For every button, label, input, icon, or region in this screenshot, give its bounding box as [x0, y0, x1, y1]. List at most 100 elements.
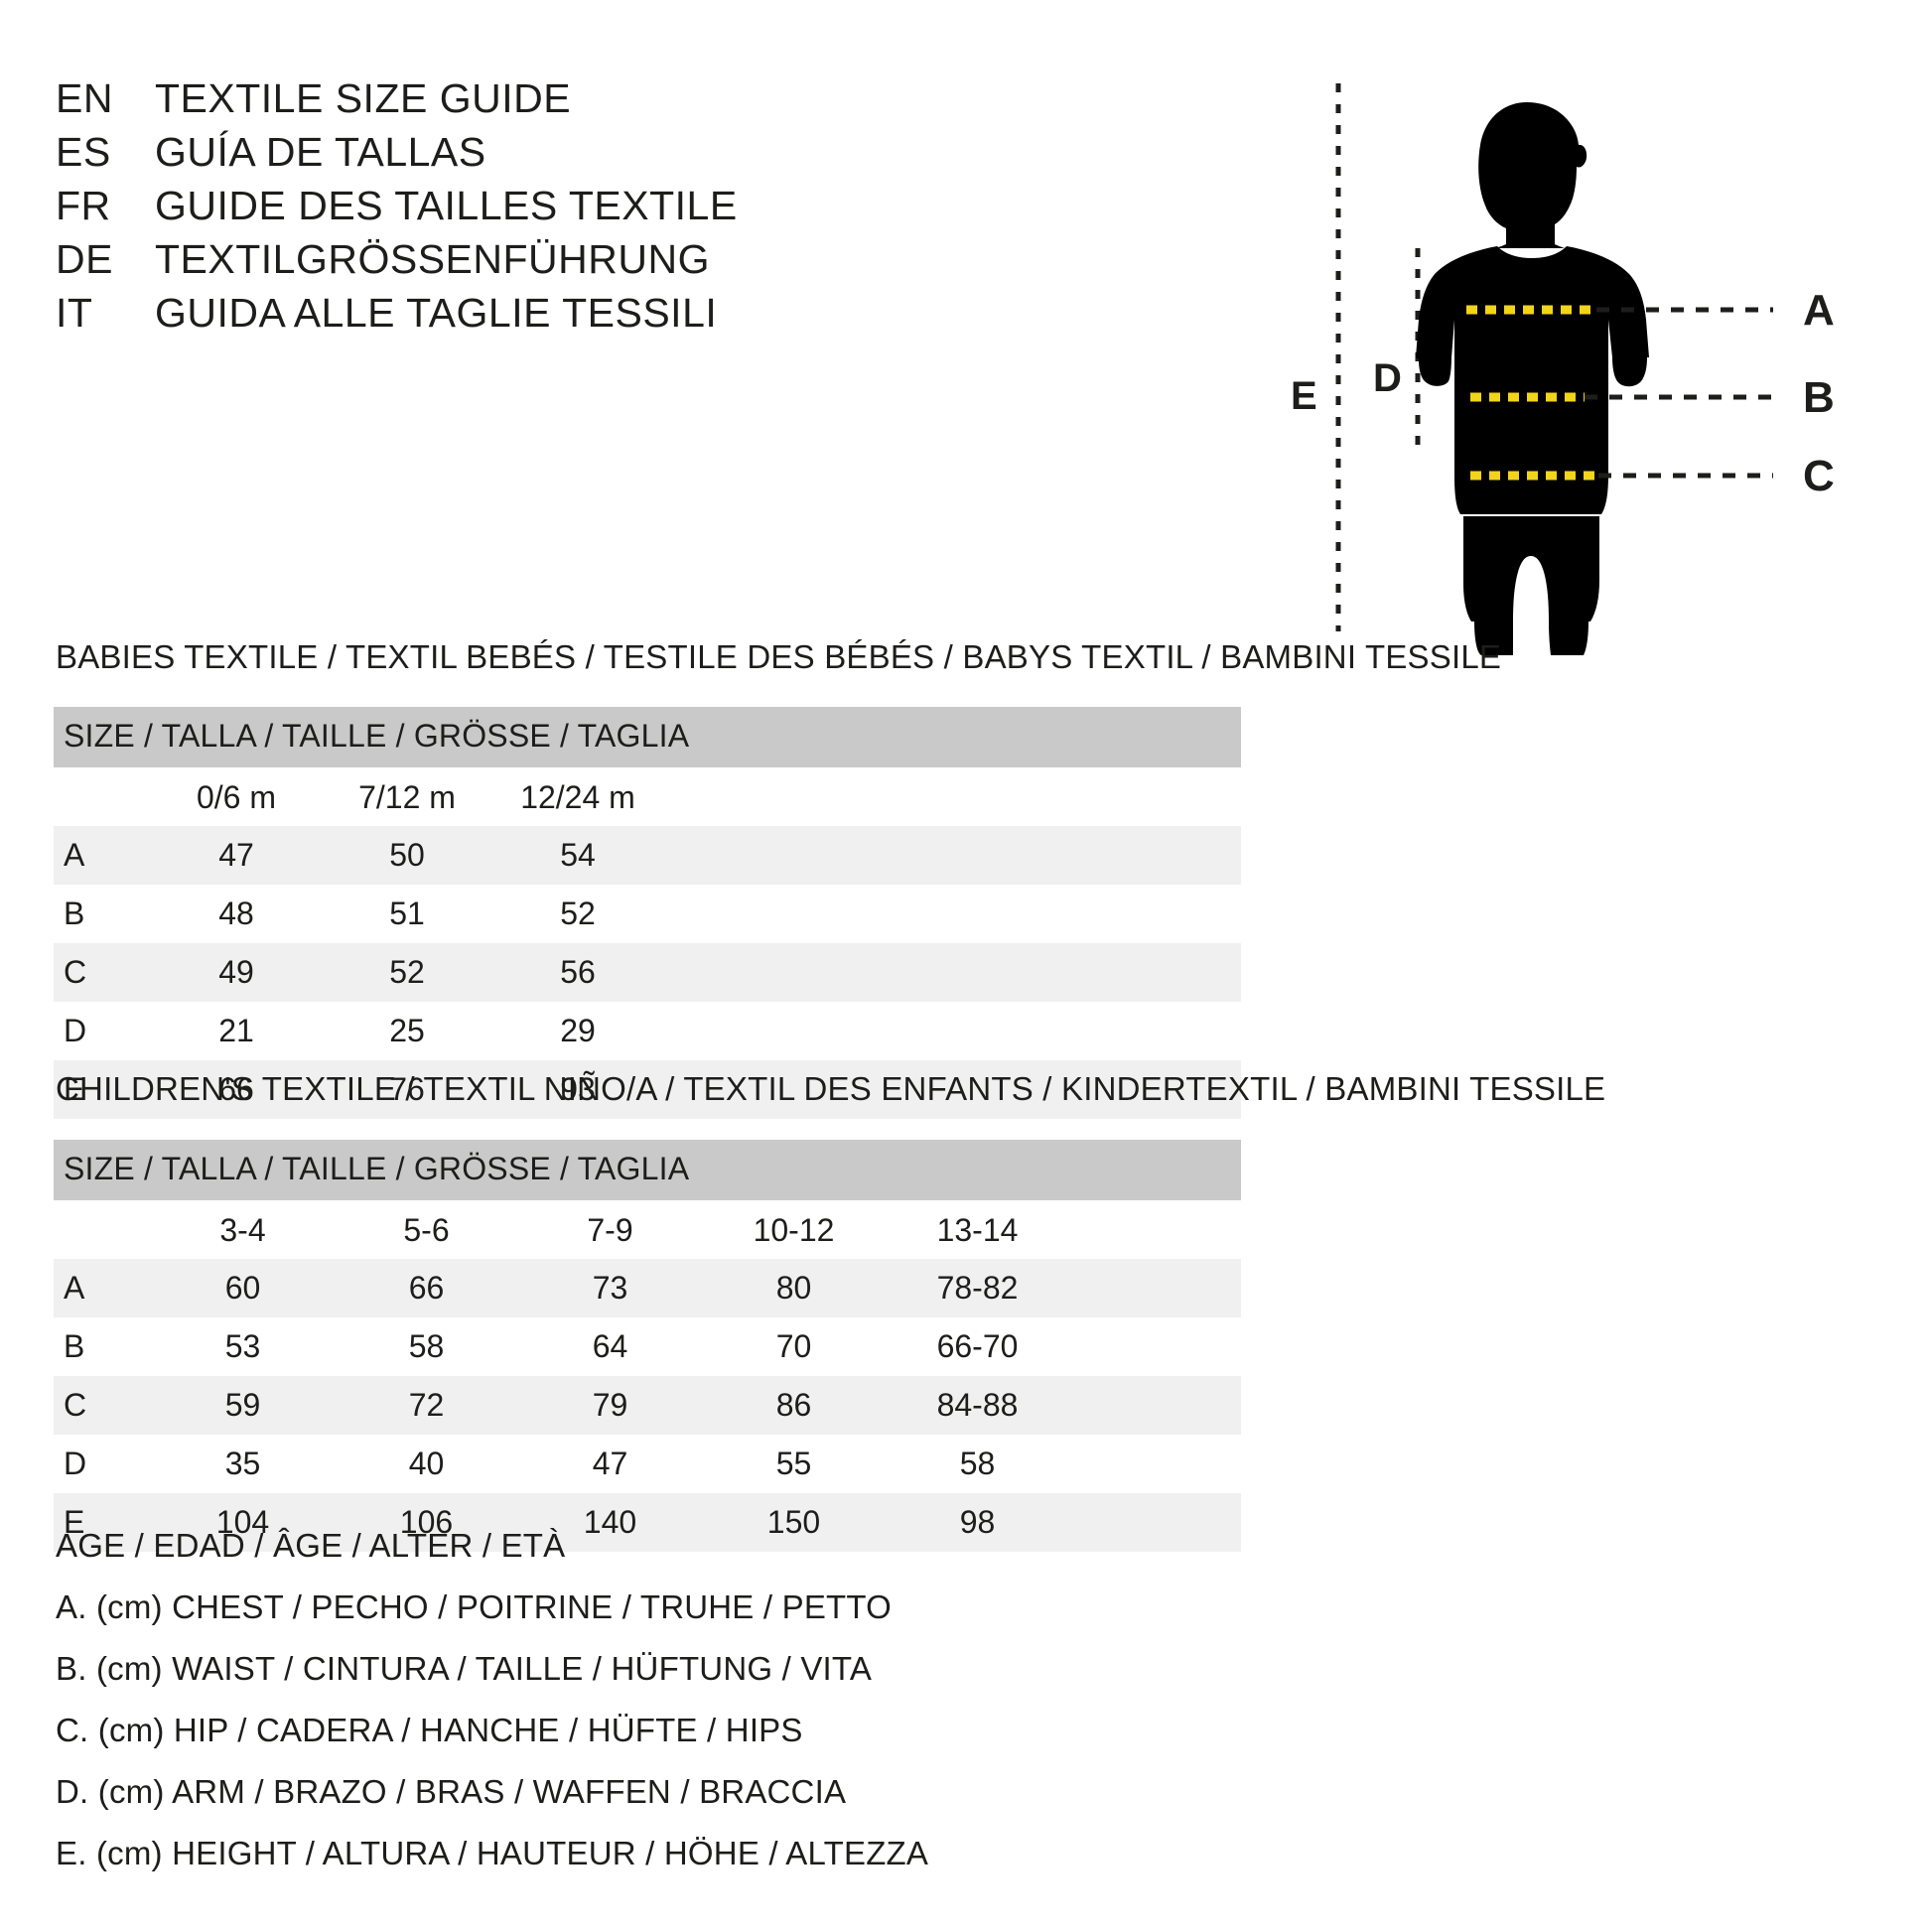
babies-cell-a-filler [663, 826, 1241, 885]
babies-size-table: SIZE / TALLA / TAILLE / GRÖSSE / TAGLIA … [54, 707, 1241, 1119]
babies-col-header-1: 7/12 m [322, 767, 492, 826]
babies-cell-c-filler [663, 943, 1241, 1002]
children-row-label-a: A [54, 1259, 151, 1317]
children-col-header-filler [1069, 1200, 1241, 1259]
children-cell-b-1: 58 [335, 1317, 518, 1376]
children-col-header-3: 10-12 [702, 1200, 886, 1259]
children-cell-b-3: 70 [702, 1317, 886, 1376]
language-code-fr: FR [56, 183, 111, 228]
babies-col-header-0: 0/6 m [151, 767, 322, 826]
children-cell-e-filler [1069, 1493, 1241, 1552]
language-row-it: IT GUIDA ALLE TAGLIE TESSILI [56, 290, 1029, 344]
babies-cell-a-2: 54 [492, 826, 663, 885]
children-col-header-4: 13-14 [886, 1200, 1069, 1259]
table-row: D 35 40 47 55 58 [54, 1435, 1241, 1493]
children-cell-c-2: 79 [518, 1376, 702, 1435]
babies-row-label-e: E [54, 1060, 151, 1119]
children-row-label-e: E [54, 1493, 151, 1552]
language-row-en: EN TEXTILE SIZE GUIDE [56, 75, 1029, 129]
table-row: E 66 76 93 [54, 1060, 1241, 1119]
language-row-es: ES GUÍA DE TALLAS [56, 129, 1029, 183]
babies-section-title: BABIES TEXTILE / TEXTIL BEBÉS / TESTILE … [56, 638, 1502, 675]
children-cell-a-filler [1069, 1259, 1241, 1317]
language-row-fr: FR GUIDE DES TAILLES TEXTILE [56, 183, 1029, 236]
babies-cell-c-0: 49 [151, 943, 322, 1002]
legend-row-arm: D. (cm) ARM / BRAZO / BRAS / WAFFEN / BR… [56, 1773, 847, 1810]
children-cell-b-4: 66-70 [886, 1317, 1069, 1376]
language-title-block: EN TEXTILE SIZE GUIDE ES GUÍA DE TALLAS … [56, 75, 1029, 344]
children-column-header-row: 3-4 5-6 7-9 10-12 13-14 [54, 1200, 1241, 1259]
table-row: A 47 50 54 [54, 826, 1241, 885]
language-title-it: GUIDA ALLE TAGLIE TESSILI [155, 290, 718, 336]
children-cell-e-0: 104 [151, 1493, 335, 1552]
table-row: D 21 25 29 [54, 1002, 1241, 1060]
legend-row-hip: C. (cm) HIP / CADERA / HANCHE / HÜFTE / … [56, 1712, 803, 1748]
language-row-de: DE TEXTILGRÖSSENFÜHRUNG [56, 236, 1029, 290]
children-row-label-d: D [54, 1435, 151, 1493]
figure-label-c: C [1803, 452, 1835, 500]
legend-row-waist: B. (cm) WAIST / CINTURA / TAILLE / HÜFTU… [56, 1650, 873, 1687]
babies-cell-a-1: 50 [322, 826, 492, 885]
figure-label-b: B [1803, 373, 1835, 422]
children-corner-cell [54, 1200, 151, 1259]
figure-label-a: A [1803, 286, 1835, 335]
babies-col-header-filler [663, 767, 1241, 826]
babies-corner-cell [54, 767, 151, 826]
children-col-header-1: 5-6 [335, 1200, 518, 1259]
babies-cell-d-2: 29 [492, 1002, 663, 1060]
babies-cell-d-1: 25 [322, 1002, 492, 1060]
children-section-title: CHILDREN'S TEXTILE / TEXTIL NIÑO/A / TEX… [56, 1070, 1606, 1107]
children-cell-c-filler [1069, 1376, 1241, 1435]
babies-table-bar-row: SIZE / TALLA / TAILLE / GRÖSSE / TAGLIA [54, 707, 1241, 767]
children-table-bar-row: SIZE / TALLA / TAILLE / GRÖSSE / TAGLIA [54, 1140, 1241, 1200]
children-cell-e-4: 98 [886, 1493, 1069, 1552]
children-cell-d-0: 35 [151, 1435, 335, 1493]
babies-cell-b-filler [663, 885, 1241, 943]
babies-cell-d-filler [663, 1002, 1241, 1060]
children-cell-a-4: 78-82 [886, 1259, 1069, 1317]
children-row-label-c: C [54, 1376, 151, 1435]
figure-label-e: E [1291, 374, 1317, 418]
children-cell-e-3: 150 [702, 1493, 886, 1552]
children-size-bar-label: SIZE / TALLA / TAILLE / GRÖSSE / TAGLIA [54, 1140, 1241, 1200]
babies-cell-e-1: 76 [322, 1060, 492, 1119]
legend-row-height: E. (cm) HEIGHT / ALTURA / HAUTEUR / HÖHE… [56, 1835, 929, 1871]
measurement-legend: AGE / EDAD / ÂGE / ALTER / ETÀ A. (cm) C… [56, 1529, 1148, 1898]
children-size-table: SIZE / TALLA / TAILLE / GRÖSSE / TAGLIA … [54, 1140, 1241, 1552]
babies-row-label-b: B [54, 885, 151, 943]
children-col-header-0: 3-4 [151, 1200, 335, 1259]
children-cell-a-1: 66 [335, 1259, 518, 1317]
table-row: E 104 106 140 150 98 [54, 1493, 1241, 1552]
language-code-en: EN [56, 75, 113, 121]
babies-row-label-c: C [54, 943, 151, 1002]
babies-column-header-row: 0/6 m 7/12 m 12/24 m [54, 767, 1241, 826]
babies-cell-c-2: 56 [492, 943, 663, 1002]
language-title-es: GUÍA DE TALLAS [155, 129, 486, 175]
babies-row-label-a: A [54, 826, 151, 885]
children-cell-c-0: 59 [151, 1376, 335, 1435]
table-row: B 48 51 52 [54, 885, 1241, 943]
children-cell-d-1: 40 [335, 1435, 518, 1493]
babies-cell-b-0: 48 [151, 885, 322, 943]
legend-row-chest: A. (cm) CHEST / PECHO / POITRINE / TRUHE… [56, 1588, 893, 1625]
babies-cell-c-1: 52 [322, 943, 492, 1002]
table-row: B 53 58 64 70 66-70 [54, 1317, 1241, 1376]
children-cell-c-3: 86 [702, 1376, 886, 1435]
children-cell-c-1: 72 [335, 1376, 518, 1435]
children-cell-d-4: 58 [886, 1435, 1069, 1493]
children-cell-b-filler [1069, 1317, 1241, 1376]
babies-cell-b-1: 51 [322, 885, 492, 943]
table-row: C 49 52 56 [54, 943, 1241, 1002]
babies-col-header-2: 12/24 m [492, 767, 663, 826]
babies-cell-e-0: 66 [151, 1060, 322, 1119]
children-cell-b-0: 53 [151, 1317, 335, 1376]
children-cell-c-4: 84-88 [886, 1376, 1069, 1435]
babies-cell-a-0: 47 [151, 826, 322, 885]
children-cell-d-3: 55 [702, 1435, 886, 1493]
babies-cell-b-2: 52 [492, 885, 663, 943]
children-row-label-b: B [54, 1317, 151, 1376]
measurement-figure: A B C D E [1132, 60, 1926, 655]
language-title-fr: GUIDE DES TAILLES TEXTILE [155, 183, 738, 228]
babies-cell-d-0: 21 [151, 1002, 322, 1060]
